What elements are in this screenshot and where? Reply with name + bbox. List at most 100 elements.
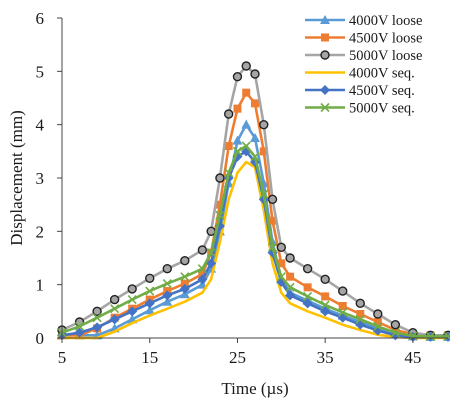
data-point — [320, 306, 331, 317]
x-marker-stroke — [224, 168, 234, 178]
data-point — [241, 61, 251, 71]
x-marker-stroke — [443, 333, 450, 341]
data-point — [338, 307, 348, 317]
data-point — [127, 306, 138, 317]
x-marker-stroke — [373, 321, 383, 331]
data-point — [197, 274, 208, 285]
data-point — [144, 305, 155, 315]
data-point — [109, 294, 120, 305]
x-axis-title: Time (µs) — [221, 379, 288, 398]
x-tick-label: 15 — [141, 348, 158, 367]
legend-item: 5000V seq. — [305, 101, 415, 117]
x-marker-stroke — [110, 304, 120, 314]
legend-marker — [320, 50, 330, 60]
data-point — [179, 283, 190, 294]
data-point — [302, 263, 313, 274]
data-point — [223, 109, 234, 119]
data-point — [285, 253, 295, 263]
data-point — [197, 264, 207, 274]
data-point — [206, 258, 217, 269]
x-marker-stroke — [232, 146, 243, 156]
x-marker-stroke — [276, 272, 286, 282]
series-line — [62, 123, 448, 339]
x-marker-stroke — [215, 210, 225, 220]
x-marker-stroke — [267, 242, 278, 252]
x-marker-stroke — [74, 321, 85, 331]
x-marker-stroke — [285, 282, 295, 292]
data-point — [320, 274, 330, 285]
series-5000v-seq- — [57, 141, 450, 341]
data-point — [74, 321, 85, 331]
x-marker-stroke — [250, 152, 260, 162]
y-tick-label: 6 — [36, 9, 45, 28]
y-tick-label: 4 — [36, 116, 45, 135]
data-point — [268, 216, 277, 225]
data-point — [321, 292, 330, 301]
x-marker-stroke — [145, 286, 155, 296]
data-point — [215, 200, 224, 209]
data-point — [425, 331, 436, 341]
data-point — [285, 290, 296, 301]
data-point — [251, 99, 259, 108]
data-point — [162, 290, 173, 301]
data-point — [241, 141, 251, 151]
legend-label: 4000V loose — [349, 13, 422, 29]
data-point — [250, 152, 260, 162]
data-point — [277, 259, 286, 268]
data-point — [356, 310, 365, 318]
data-point — [92, 313, 102, 323]
data-point — [355, 314, 365, 324]
data-point — [338, 286, 348, 296]
x-marker-stroke — [355, 314, 365, 324]
y-axis-title: Displacement (mm) — [7, 110, 26, 246]
x-marker-stroke — [180, 272, 190, 282]
series-line — [61, 150, 448, 339]
legend-label: 5000V loose — [349, 48, 422, 64]
data-point — [302, 298, 313, 309]
data-point — [162, 279, 172, 289]
data-point — [180, 255, 190, 266]
x-tick-label: 25 — [229, 348, 246, 367]
data-point — [92, 306, 102, 317]
data-point — [320, 300, 330, 310]
legend-label: 5000V seq. — [349, 101, 415, 117]
data-point — [109, 314, 120, 325]
data-point — [250, 133, 260, 142]
x-marker-stroke — [320, 300, 330, 310]
data-point — [110, 304, 120, 314]
data-point — [162, 296, 173, 306]
data-point — [232, 71, 243, 82]
data-point — [408, 331, 418, 341]
x-marker-stroke — [241, 141, 251, 151]
data-point — [303, 283, 312, 292]
data-point — [267, 242, 278, 252]
data-point — [259, 189, 269, 199]
series-line — [61, 144, 448, 338]
y-tick-label: 1 — [36, 276, 45, 295]
x-tick-label: 5 — [58, 348, 67, 367]
legend-item: 4500V loose — [305, 31, 422, 47]
x-tick-label: 35 — [317, 348, 334, 367]
x-marker-stroke — [408, 331, 418, 341]
x-marker-stroke — [259, 189, 269, 199]
x-marker-stroke — [390, 328, 400, 338]
data-point — [276, 242, 287, 253]
legend-marker — [320, 102, 330, 113]
y-tick-label: 3 — [36, 169, 45, 188]
data-point — [276, 272, 286, 282]
data-point — [373, 318, 382, 326]
x-marker-stroke — [320, 102, 330, 113]
legend-marker — [320, 85, 330, 95]
data-point — [74, 327, 85, 338]
data-point — [224, 142, 233, 150]
series-line — [62, 91, 448, 337]
x-marker-stroke — [162, 279, 172, 289]
legend-item: 4000V seq. — [305, 66, 415, 82]
data-point — [144, 298, 155, 309]
data-point — [250, 69, 260, 79]
x-marker-stroke — [425, 331, 436, 341]
data-point — [443, 331, 450, 341]
x-marker-stroke — [206, 248, 216, 258]
data-point — [92, 322, 103, 333]
data-point — [162, 263, 172, 274]
